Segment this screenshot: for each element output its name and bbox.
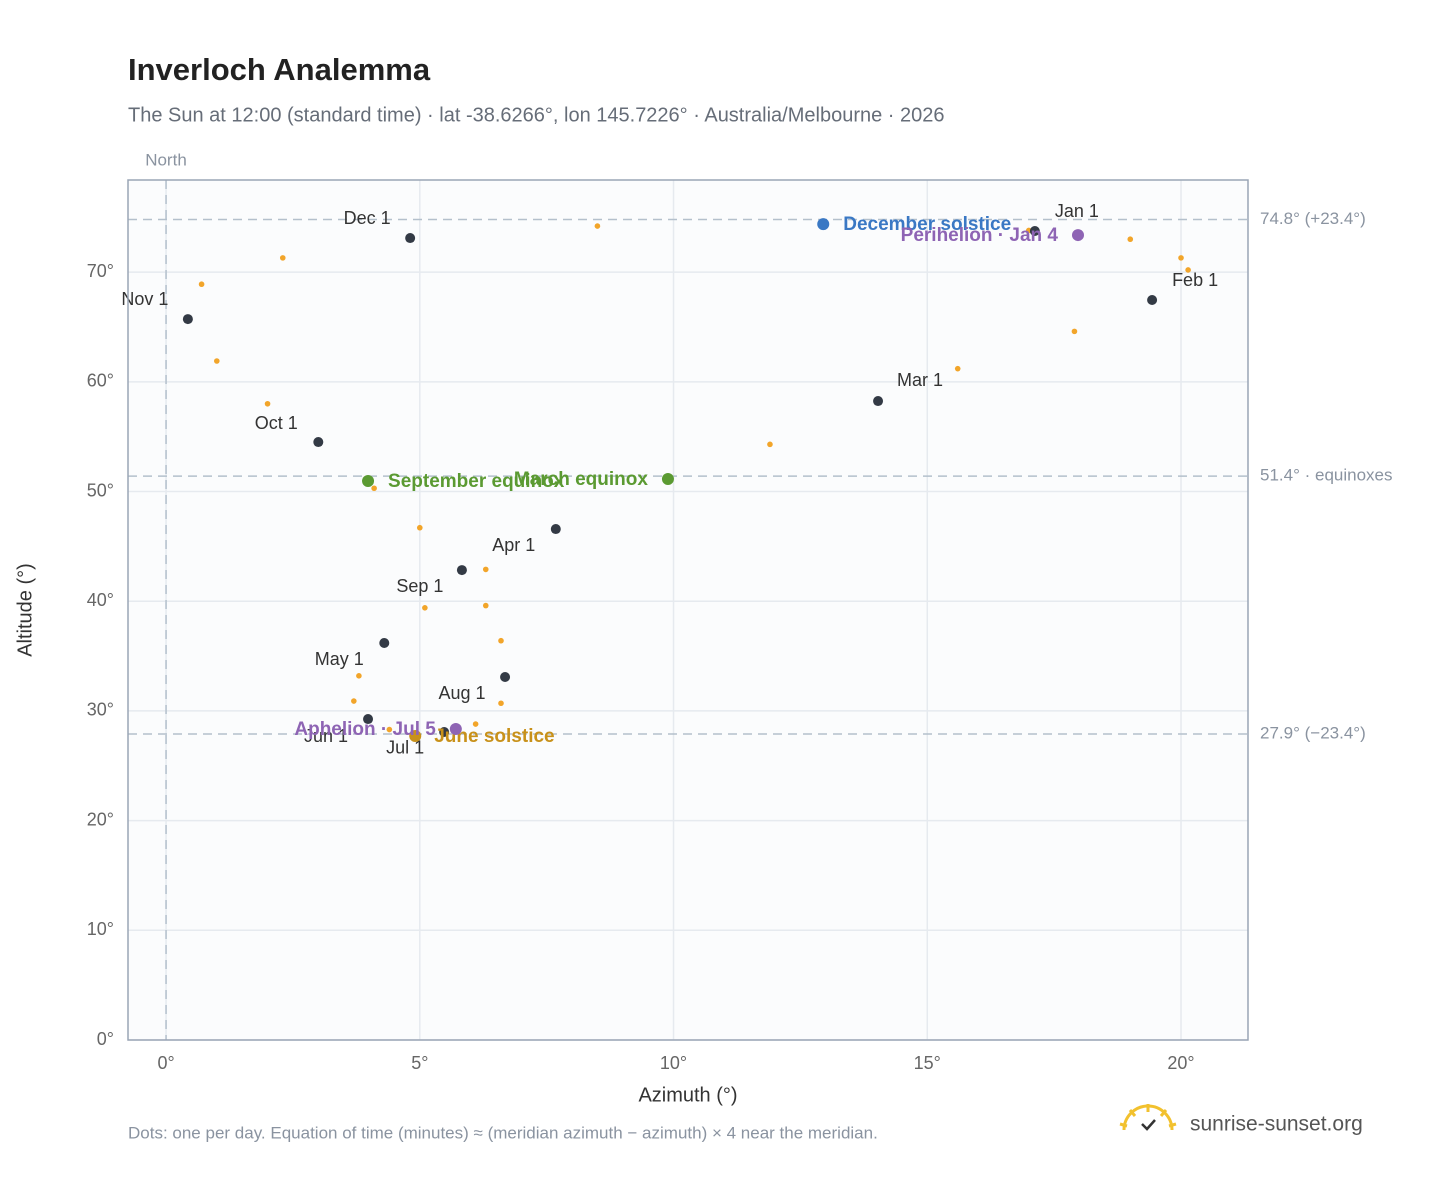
month-label: Apr 1	[492, 535, 535, 555]
month-dot	[182, 314, 193, 325]
month-label: Mar 1	[897, 370, 943, 390]
reference-label: 74.8° (+23.4°)	[1260, 209, 1366, 228]
event-dot	[661, 473, 674, 486]
daily-dot	[351, 698, 357, 704]
daily-dot	[498, 700, 504, 707]
daily-dot	[954, 365, 961, 372]
event-label: December solstice	[843, 214, 1011, 235]
month-label: Oct 1	[255, 413, 298, 433]
month-label: Dec 1	[344, 208, 391, 228]
month-dot	[405, 233, 416, 244]
daily-dot	[482, 566, 489, 573]
x-tick-label: 5°	[411, 1053, 428, 1073]
daily-dot	[386, 726, 393, 733]
event-label: Aphelion · Jul 5	[294, 719, 436, 740]
reference-label: 27.9° (−23.4°)	[1260, 723, 1366, 742]
month-dot	[873, 396, 884, 407]
plot-area	[128, 180, 1248, 1040]
month-dot	[1029, 226, 1040, 237]
month-dot	[456, 565, 467, 576]
month-dot	[500, 672, 511, 683]
month-label: Feb 1	[1172, 270, 1218, 290]
daily-dot	[279, 255, 286, 261]
event-dot	[817, 218, 830, 231]
daily-dot	[482, 602, 489, 609]
month-dot	[1147, 295, 1158, 306]
reference-label: 51.4° · equinoxes	[1260, 466, 1393, 485]
y-tick-label: 50°	[87, 480, 114, 500]
daily-dot	[422, 605, 428, 611]
daily-dot	[594, 223, 601, 229]
month-label: Jan 1	[1055, 201, 1099, 221]
x-axis-label: Azimuth (°)	[638, 1084, 737, 1106]
daily-dot	[416, 524, 423, 531]
daily-dot	[1185, 267, 1191, 273]
event-label: June solstice	[434, 726, 554, 747]
event-dot	[1071, 229, 1084, 242]
daily-dot	[1178, 255, 1184, 261]
daily-dot	[767, 441, 773, 448]
daily-dot	[472, 721, 479, 727]
month-label: May 1	[315, 649, 364, 669]
month-label: Sep 1	[396, 576, 443, 596]
daily-dot	[214, 358, 220, 364]
y-tick-label: 30°	[87, 700, 114, 720]
x-tick-label: 0°	[157, 1053, 174, 1073]
chart-title: Inverloch Analemma	[128, 52, 431, 87]
daily-dot	[356, 673, 362, 679]
y-tick-label: 60°	[87, 371, 114, 391]
chart-subtitle: The Sun at 12:00 (standard time) · lat -…	[128, 104, 944, 126]
y-axis-label: Altitude (°)	[14, 563, 36, 657]
x-tick-label: 10°	[660, 1053, 687, 1073]
daily-dot	[498, 637, 504, 644]
month-dot	[313, 437, 324, 448]
event-dot	[409, 730, 422, 743]
y-tick-label: 0°	[97, 1029, 114, 1049]
month-dot	[363, 714, 374, 725]
plot-frame	[127, 179, 1249, 1041]
event-dot	[362, 475, 375, 487]
brand-logo	[1119, 1104, 1177, 1131]
daily-dot	[1127, 236, 1134, 243]
month-dot	[550, 524, 561, 535]
month-label: Jul 1	[386, 738, 424, 758]
month-dot	[439, 726, 450, 737]
y-tick-label: 70°	[87, 261, 114, 281]
month-label: Jun 1	[304, 726, 348, 746]
event-label: September equinox	[388, 471, 565, 492]
month-label: Aug 1	[439, 683, 486, 703]
y-tick-label: 10°	[87, 919, 114, 939]
y-tick-label: 40°	[87, 590, 114, 610]
event-dot	[449, 723, 462, 736]
y-tick-label: 20°	[87, 809, 114, 829]
month-label: Nov 1	[121, 289, 168, 309]
daily-dot	[371, 485, 377, 492]
north-label: North	[145, 150, 187, 169]
brand-name: sunrise-sunset.org	[1190, 1113, 1363, 1136]
event-label: Perihelion · Jan 4	[901, 225, 1059, 246]
daily-dot	[264, 400, 271, 407]
daily-dot	[198, 281, 205, 288]
x-tick-label: 15°	[914, 1053, 941, 1073]
x-tick-label: 20°	[1167, 1053, 1194, 1073]
footnote: Dots: one per day. Equation of time (min…	[128, 1123, 878, 1142]
daily-dot	[1071, 328, 1078, 335]
month-dot	[379, 638, 390, 649]
event-label: March equinox	[514, 469, 649, 490]
